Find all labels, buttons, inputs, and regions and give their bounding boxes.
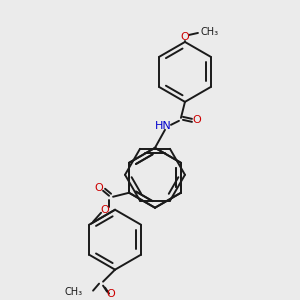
Text: O: O [181,32,189,42]
Text: CH₃: CH₃ [201,27,219,37]
Text: O: O [193,115,201,125]
Text: CH₃: CH₃ [65,286,83,297]
Text: O: O [101,205,110,215]
Text: O: O [95,183,103,193]
Text: O: O [107,289,116,298]
Text: HN: HN [154,121,171,131]
